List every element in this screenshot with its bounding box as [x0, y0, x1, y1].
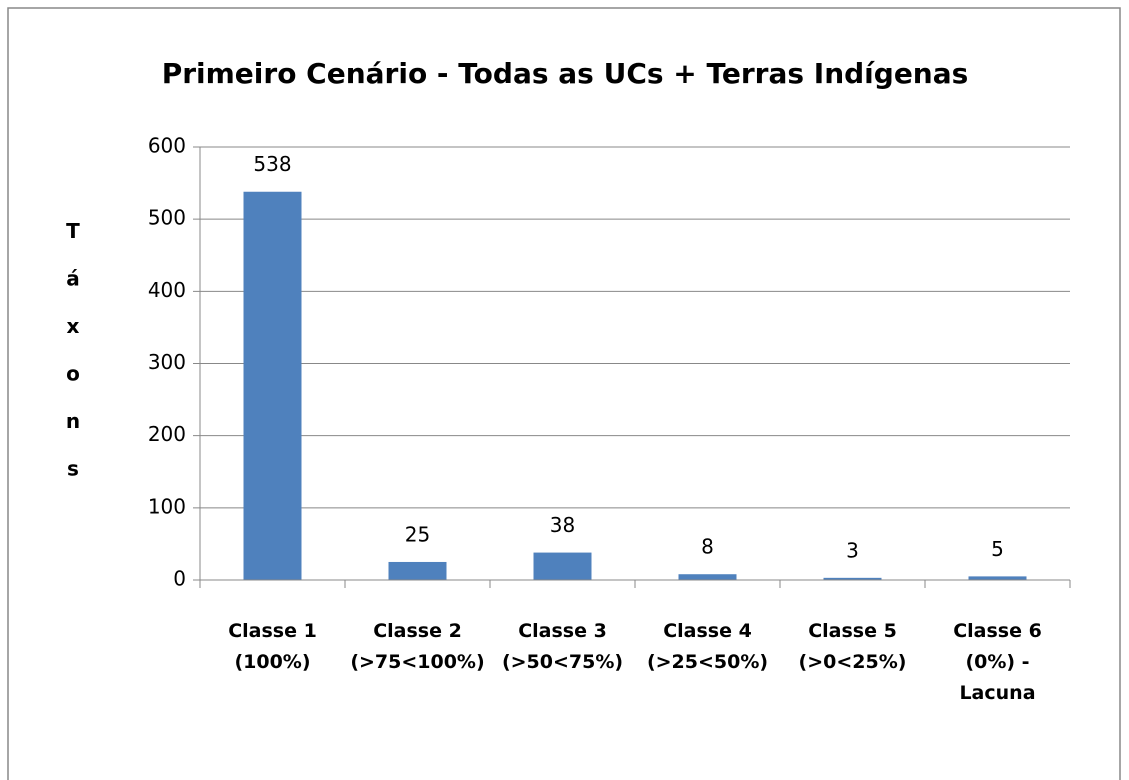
- bar: [533, 552, 592, 580]
- y-tick-label: 0: [173, 567, 186, 591]
- data-label: 25: [405, 522, 430, 546]
- data-label: 38: [550, 513, 575, 537]
- y-tick-label: 200: [148, 422, 186, 446]
- x-tick-label: Classe 4 (>25<50%): [647, 620, 768, 673]
- data-label: 3: [846, 538, 859, 562]
- bar: [968, 576, 1027, 580]
- data-label: 5: [991, 537, 1004, 561]
- y-tick-label: 300: [148, 350, 186, 374]
- y-tick-label: 100: [148, 494, 186, 518]
- bar: [243, 191, 302, 580]
- data-label: 8: [701, 535, 714, 559]
- x-tick-label: Classe 6 (0%) -Lacuna: [953, 620, 1042, 704]
- y-tick-label: 400: [148, 278, 186, 302]
- y-tick-label: 500: [148, 206, 186, 230]
- y-tick-label: 600: [148, 134, 186, 158]
- x-tick-label: Classe 1 (100%): [228, 620, 317, 673]
- x-tick-label: Classe 5 (>0<25%): [799, 620, 907, 673]
- bar: [388, 561, 447, 580]
- chart-frame: [7, 7, 1121, 780]
- bar: [678, 574, 737, 580]
- bar: [823, 577, 882, 580]
- chart-title: Primeiro Cenário - Todas as UCs + Terras…: [162, 57, 969, 90]
- data-label: 538: [253, 152, 291, 176]
- x-tick-label: Classe 2 (>75<100%): [350, 620, 484, 673]
- x-tick-label: Classe 3 (>50<75%): [502, 620, 623, 673]
